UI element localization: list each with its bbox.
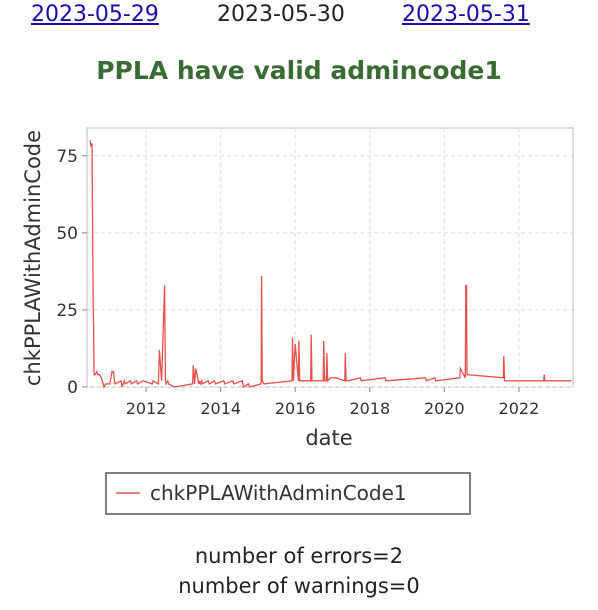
x-axis-label: date <box>305 426 352 450</box>
date-navigation: 2023-05-29 2023-05-30 2023-05-31 <box>0 0 598 34</box>
y-axis-ticks: 0 25 50 75 <box>56 147 87 398</box>
plot-area <box>86 127 574 388</box>
legend: chkPPLAWithAdminCode1 <box>105 472 471 515</box>
y-tick-label: 25 <box>56 301 78 321</box>
current-date-label: 2023-05-30 <box>217 2 345 27</box>
line-chart: 0 25 50 75 2012 2014 2016 2018 2020 2022 chkPPLA… <box>21 127 574 515</box>
errors-count: number of errors=2 <box>194 544 404 568</box>
y-tick-label: 75 <box>56 147 78 167</box>
y-axis-label: chkPPLAWithAdminCode <box>21 130 45 386</box>
x-tick-label: 2020 <box>424 399 465 418</box>
y-tick-label: 50 <box>56 224 78 244</box>
x-axis-ticks: 2012 2014 2016 2018 2020 2022 <box>126 387 540 418</box>
grid-lines <box>87 128 573 388</box>
x-tick-label: 2012 <box>126 399 167 418</box>
next-date-link[interactable]: 2023-05-31 <box>402 2 530 27</box>
series-line <box>89 140 572 389</box>
x-tick-label: 2018 <box>349 399 390 418</box>
legend-label: chkPPLAWithAdminCode1 <box>150 481 407 505</box>
x-tick-label: 2014 <box>200 399 241 418</box>
y-tick-label: 0 <box>67 378 78 398</box>
page-title: PPLA have valid admincode1 <box>96 56 502 85</box>
x-tick-label: 2016 <box>275 399 316 418</box>
previous-date-link[interactable]: 2023-05-29 <box>31 2 159 27</box>
warnings-count: number of warnings=0 <box>178 574 420 598</box>
legend-box <box>105 472 471 515</box>
x-tick-label: 2022 <box>499 399 540 418</box>
